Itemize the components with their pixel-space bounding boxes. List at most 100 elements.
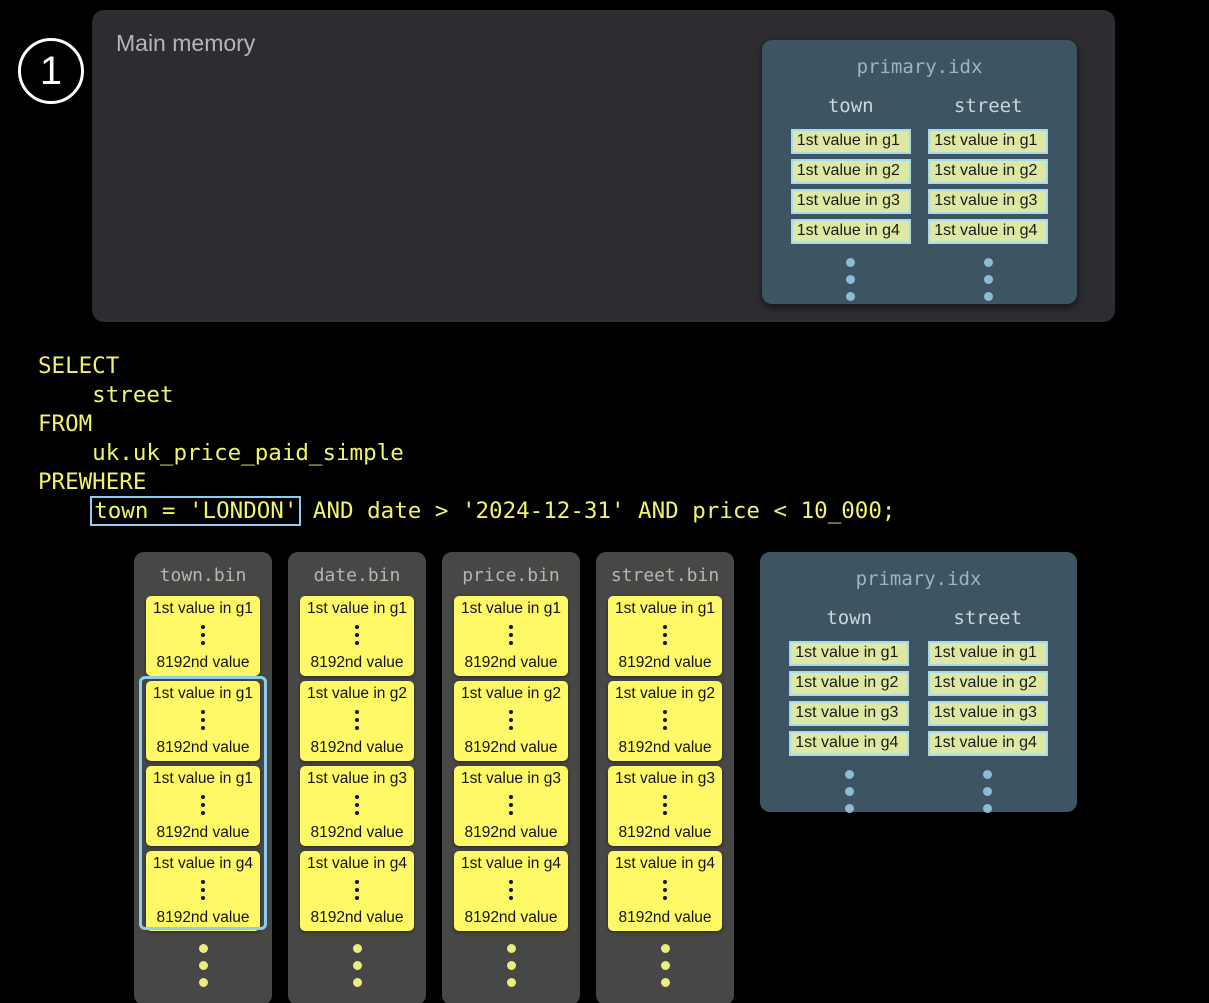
column-file-date-bin: date.bin 1st value in g1 8192nd value 1s… <box>288 552 426 1003</box>
sql-line-select: SELECT <box>38 353 120 379</box>
granule-last-value: 8192nd value <box>156 909 250 926</box>
vertical-ellipsis-icon <box>302 788 412 823</box>
main-memory-primary-index-panel: primary.idx town 1st value in g1 1st val… <box>762 40 1077 304</box>
column-file-title: town.bin <box>159 565 247 586</box>
index-mark-cell[interactable]: 1st value in g3 <box>927 701 1048 726</box>
index-mark-cell[interactable]: 1st value in g4 <box>790 219 911 244</box>
granule-last-value: 8192nd value <box>618 824 712 841</box>
granule-list: 1st value in g1 8192nd value 1st value i… <box>596 596 734 936</box>
vertical-ellipsis-icon <box>302 873 412 908</box>
granule-last-value: 8192nd value <box>310 909 404 926</box>
index-mark-cell[interactable]: 1st value in g1 <box>927 641 1048 666</box>
step-number-marker: 1 <box>18 38 84 104</box>
vertical-ellipsis-icon <box>844 766 854 817</box>
sql-line-select-column: street <box>38 382 174 408</box>
index-mark-cell[interactable]: 1st value in g3 <box>928 189 1049 214</box>
storage-primary-index-panel: primary.idx town 1st value in g1 1st val… <box>760 552 1077 813</box>
index-mark-cell[interactable]: 1st value in g4 <box>927 731 1048 756</box>
primary-index-column-street: street 1st value in g1 1st value in g2 1… <box>922 607 1054 817</box>
granule-block[interactable]: 1st value in g1 8192nd value <box>454 596 568 676</box>
sql-predicate-highlight[interactable]: town = 'LONDON' <box>90 496 302 526</box>
index-mark-cell[interactable]: 1st value in g3 <box>790 189 911 214</box>
column-file-price-bin: price.bin 1st value in g1 8192nd value 1… <box>442 552 580 1003</box>
granule-block[interactable]: 1st value in g2 8192nd value <box>608 681 722 761</box>
granule-block[interactable]: 1st value in g2 8192nd value <box>300 681 414 761</box>
primary-index-column-town: town 1st value in g1 1st value in g2 1st… <box>785 95 917 305</box>
granule-last-value: 8192nd value <box>464 654 558 671</box>
sql-query-block: SELECT street FROM uk.uk_price_paid_simp… <box>38 352 895 526</box>
granule-block[interactable]: 1st value in g4 8192nd value <box>146 851 260 931</box>
index-mark-cell[interactable]: 1st value in g4 <box>928 219 1049 244</box>
granule-first-value: 1st value in g3 <box>615 770 715 787</box>
index-mark-cell[interactable]: 1st value in g2 <box>928 159 1049 184</box>
granule-last-value: 8192nd value <box>464 909 558 926</box>
granule-list: 1st value in g1 8192nd value 1st value i… <box>134 596 272 936</box>
column-file-town-bin: town.bin 1st value in g1 8192nd value 1s… <box>134 552 272 1003</box>
granule-block[interactable]: 1st value in g3 8192nd value <box>454 766 568 846</box>
vertical-ellipsis-icon <box>610 788 720 823</box>
vertical-ellipsis-icon <box>456 703 566 738</box>
granule-block[interactable]: 1st value in g1 8192nd value <box>608 596 722 676</box>
index-mark-cell[interactable]: 1st value in g3 <box>789 701 910 726</box>
granule-block[interactable]: 1st value in g3 8192nd value <box>300 766 414 846</box>
granule-first-value: 1st value in g2 <box>461 685 561 702</box>
index-mark-cell[interactable]: 1st value in g1 <box>928 129 1049 154</box>
index-mark-cell[interactable]: 1st value in g1 <box>789 641 910 666</box>
granule-first-value: 1st value in g4 <box>153 855 253 872</box>
vertical-ellipsis-icon <box>302 703 412 738</box>
vertical-ellipsis-icon <box>610 873 720 908</box>
granule-last-value: 8192nd value <box>464 824 558 841</box>
granule-block[interactable]: 1st value in g2 8192nd value <box>454 681 568 761</box>
index-mark-cell[interactable]: 1st value in g4 <box>789 731 910 756</box>
granule-block[interactable]: 1st value in g3 8192nd value <box>608 766 722 846</box>
vertical-ellipsis-icon <box>302 618 412 653</box>
granule-first-value: 1st value in g1 <box>153 685 253 702</box>
granule-first-value: 1st value in g3 <box>461 770 561 787</box>
index-column-header: town <box>826 607 873 629</box>
vertical-ellipsis-icon <box>456 618 566 653</box>
column-file-title: price.bin <box>462 565 560 586</box>
granule-block[interactable]: 1st value in g1 8192nd value <box>146 766 260 846</box>
index-column-header: street <box>953 95 1023 117</box>
granule-block[interactable]: 1st value in g1 8192nd value <box>300 596 414 676</box>
granule-first-value: 1st value in g1 <box>461 600 561 617</box>
granule-first-value: 1st value in g1 <box>307 600 407 617</box>
granule-first-value: 1st value in g1 <box>615 600 715 617</box>
vertical-ellipsis-icon <box>610 618 720 653</box>
granule-first-value: 1st value in g4 <box>615 855 715 872</box>
granule-last-value: 8192nd value <box>618 909 712 926</box>
index-mark-cell[interactable]: 1st value in g2 <box>789 671 910 696</box>
primary-index-columns: town 1st value in g1 1st value in g2 1st… <box>760 607 1077 817</box>
index-mark-cell[interactable]: 1st value in g2 <box>790 159 911 184</box>
granule-block[interactable]: 1st value in g4 8192nd value <box>454 851 568 931</box>
sql-line-table: uk.uk_price_paid_simple <box>38 440 404 466</box>
granule-block[interactable]: 1st value in g1 8192nd value <box>146 596 260 676</box>
index-column-header: town <box>827 95 874 117</box>
vertical-ellipsis-icon <box>983 766 993 817</box>
column-file-street-bin: street.bin 1st value in g1 8192nd value … <box>596 552 734 1003</box>
granule-last-value: 8192nd value <box>618 739 712 756</box>
granule-last-value: 8192nd value <box>310 739 404 756</box>
granule-list: 1st value in g1 8192nd value 1st value i… <box>442 596 580 936</box>
index-mark-cell[interactable]: 1st value in g2 <box>927 671 1048 696</box>
vertical-ellipsis-icon <box>596 940 734 991</box>
sql-line-from: FROM <box>38 411 93 437</box>
granule-list: 1st value in g1 8192nd value 1st value i… <box>288 596 426 936</box>
granule-block[interactable]: 1st value in g1 8192nd value <box>146 681 260 761</box>
column-file-title: date.bin <box>313 565 401 586</box>
granule-last-value: 8192nd value <box>310 654 404 671</box>
sql-line-prewhere: PREWHERE <box>38 469 147 495</box>
column-files-row: town.bin 1st value in g1 8192nd value 1s… <box>134 552 734 1003</box>
vertical-ellipsis-icon <box>610 703 720 738</box>
vertical-ellipsis-icon <box>288 940 426 991</box>
granule-block[interactable]: 1st value in g4 8192nd value <box>300 851 414 931</box>
granule-block[interactable]: 1st value in g4 8192nd value <box>608 851 722 931</box>
granule-last-value: 8192nd value <box>156 654 250 671</box>
granule-last-value: 8192nd value <box>156 739 250 756</box>
granule-last-value: 8192nd value <box>156 824 250 841</box>
vertical-ellipsis-icon <box>148 618 258 653</box>
index-mark-cell[interactable]: 1st value in g1 <box>790 129 911 154</box>
vertical-ellipsis-icon <box>148 703 258 738</box>
primary-index-title: primary.idx <box>855 568 982 590</box>
vertical-ellipsis-icon <box>442 940 580 991</box>
